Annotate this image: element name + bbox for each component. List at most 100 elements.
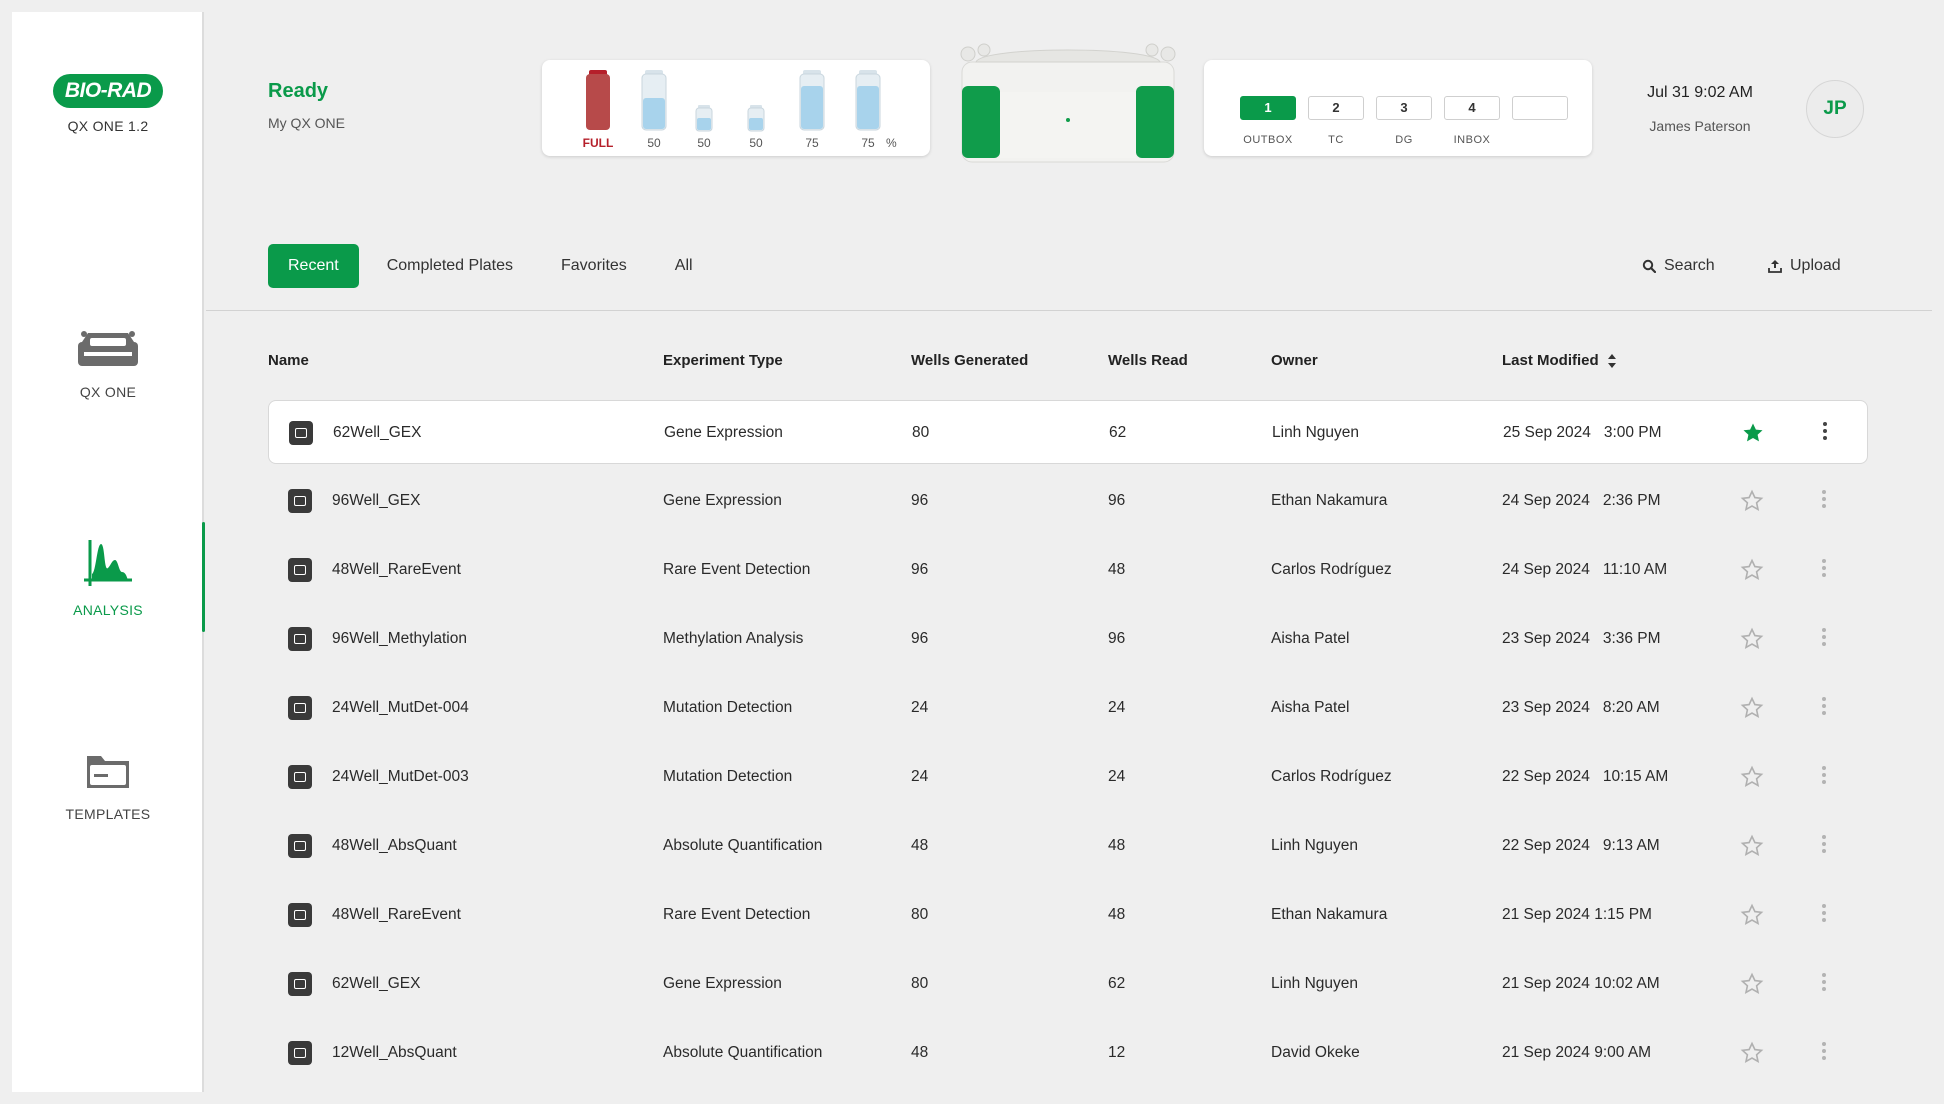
datetime-block: Jul 31 9:02 AM James Paterson <box>1620 84 1780 134</box>
cell-last-modified: 22 Sep 2024 10:15 AM <box>1502 768 1669 785</box>
active-indicator <box>202 522 205 632</box>
slot-inbox[interactable]: 4 <box>1444 96 1500 120</box>
table-row[interactable]: 96Well_GEX Gene Expression 96 96 Ethan Nakam… <box>268 469 1868 533</box>
cell-owner: Linh Nguyen <box>1271 975 1359 992</box>
cell-wells-read: 96 <box>1108 492 1126 509</box>
slot-empty[interactable] <box>1512 96 1568 120</box>
tab-all[interactable]: All <box>674 257 693 274</box>
reagent-levels-panel[interactable]: FULL 50 50 50 75 75 % <box>542 60 930 156</box>
sidebar: BIO-RAD QX ONE 1.2 QX ONE ANALYSIS TEMPL… <box>12 12 205 1092</box>
column-header-label: Last Modified <box>1502 352 1599 369</box>
cell-wells-read: 48 <box>1108 906 1126 923</box>
cell-owner: Carlos Rodríguez <box>1271 561 1392 578</box>
more-options-icon[interactable] <box>1812 694 1836 722</box>
cell-wells-generated: 96 <box>911 561 929 578</box>
plate-file-icon <box>288 558 312 582</box>
cell-name: 62Well_GEX <box>333 424 422 441</box>
cell-wells-read: 96 <box>1108 630 1126 647</box>
plate-file-icon <box>288 489 312 513</box>
divider <box>206 310 1932 311</box>
cell-last-modified: 23 Sep 2024 3:36 PM <box>1502 630 1661 647</box>
more-options-icon[interactable] <box>1812 970 1836 998</box>
column-header-owner[interactable]: Owner <box>1271 352 1318 369</box>
sidebar-item-qx-one[interactable]: QX ONE <box>12 330 204 400</box>
plate-file-icon <box>288 627 312 651</box>
cell-wells-generated: 48 <box>911 1044 929 1061</box>
current-datetime: Jul 31 9:02 AM <box>1647 84 1753 101</box>
sort-icon[interactable] <box>1607 353 1617 369</box>
cell-experiment-type: Methylation Analysis <box>663 630 804 647</box>
brand: BIO-RAD QX ONE 1.2 <box>12 74 204 134</box>
upload-button[interactable]: Upload <box>1768 244 1841 288</box>
star-outline-icon[interactable] <box>1740 972 1764 996</box>
instrument-icon <box>78 331 138 366</box>
more-options-icon[interactable] <box>1812 763 1836 791</box>
cell-wells-generated: 96 <box>911 630 929 647</box>
plate-file-icon <box>288 834 312 858</box>
instrument-name: My QX ONE <box>268 115 346 131</box>
sidebar-item-templates[interactable]: TEMPLATES <box>12 752 204 822</box>
column-header-name[interactable]: Name <box>268 352 309 369</box>
plate-slots-panel[interactable]: 1 2 3 4 OUTBOX TC DG INBOX <box>1204 60 1592 156</box>
table-row[interactable]: 48Well_RareEvent Rare Event Detection 80 48… <box>268 883 1868 947</box>
plate-file-icon <box>288 765 312 789</box>
star-outline-icon[interactable] <box>1740 558 1764 582</box>
sidebar-item-label: QX ONE <box>79 384 137 400</box>
sidebar-item-analysis[interactable]: ANALYSIS <box>12 538 204 618</box>
cell-name: 48Well_RareEvent <box>332 906 461 923</box>
tab-favorites[interactable]: Favorites <box>561 257 627 274</box>
star-outline-icon[interactable] <box>1740 834 1764 858</box>
star-outline-icon[interactable] <box>1740 489 1764 513</box>
cell-owner: David Okeke <box>1271 1044 1360 1061</box>
table-row[interactable]: 12Well_AbsQuant Absolute Quantification 48… <box>268 1021 1868 1085</box>
table-row[interactable]: 48Well_AbsQuant Absolute Quantification 48… <box>268 814 1868 878</box>
table-row[interactable]: 48Well_RareEvent Rare Event Detection 96 48… <box>268 538 1868 602</box>
slot-outbox[interactable]: 1 <box>1240 96 1296 120</box>
plate-file-icon <box>288 972 312 996</box>
cell-experiment-type: Absolute Quantification <box>663 837 823 854</box>
slot-label: OUTBOX <box>1243 134 1293 146</box>
table-row[interactable]: 24Well_MutDet-004 Mutation Detection 24 24 A… <box>268 676 1868 740</box>
cell-name: 48Well_AbsQuant <box>332 837 457 854</box>
more-options-icon[interactable] <box>1812 556 1836 584</box>
star-outline-icon[interactable] <box>1740 1041 1764 1065</box>
cell-last-modified: 21 Sep 2024 1:15 PM <box>1502 906 1652 923</box>
tab-completed-plates[interactable]: Completed Plates <box>386 257 513 274</box>
table-row[interactable]: 96Well_Methylation Methylation Analysis 96… <box>268 607 1868 671</box>
slot-tc[interactable]: 2 <box>1308 96 1364 120</box>
cell-name: 48Well_RareEvent <box>332 561 461 578</box>
column-header-wells-read[interactable]: Wells Read <box>1108 352 1188 369</box>
table-row[interactable]: 62Well_GEX Gene Expression 80 62 Linh Nguyen… <box>268 952 1868 1016</box>
cell-last-modified: 25 Sep 2024 3:00 PM <box>1503 424 1662 441</box>
more-options-icon[interactable] <box>1812 487 1836 515</box>
avatar[interactable]: JP <box>1806 80 1864 138</box>
tab-recent[interactable]: Recent <box>268 244 359 288</box>
more-options-icon[interactable] <box>1812 1039 1836 1067</box>
more-options-icon[interactable] <box>1812 832 1836 860</box>
user-name: James Paterson <box>1649 118 1751 134</box>
more-options-icon[interactable] <box>1812 625 1836 653</box>
reagent-bottle <box>695 105 713 132</box>
search-button[interactable]: Search <box>1642 244 1715 288</box>
star-outline-icon[interactable] <box>1740 627 1764 651</box>
star-outline-icon[interactable] <box>1740 696 1764 720</box>
column-header-last-modified[interactable]: Last Modified <box>1502 352 1617 369</box>
star-outline-icon[interactable] <box>1740 903 1764 927</box>
cell-last-modified: 24 Sep 2024 2:36 PM <box>1502 492 1661 509</box>
star-outline-icon[interactable] <box>1740 765 1764 789</box>
cell-wells-generated: 24 <box>911 768 929 785</box>
cell-name: 24Well_MutDet-004 <box>332 699 469 716</box>
reagent-bottle <box>855 70 881 131</box>
more-options-icon[interactable] <box>1812 901 1836 929</box>
slot-dg[interactable]: 3 <box>1376 96 1432 120</box>
more-options-icon[interactable] <box>1813 419 1837 447</box>
table-row[interactable]: 24Well_MutDet-003 Mutation Detection 24 24 C… <box>268 745 1868 809</box>
cell-last-modified: 21 Sep 2024 9:00 AM <box>1502 1044 1652 1061</box>
reagent-bottle <box>641 70 667 131</box>
cell-last-modified: 22 Sep 2024 9:13 AM <box>1502 837 1660 854</box>
column-header-experiment-type[interactable]: Experiment Type <box>663 352 783 369</box>
column-header-wells-generated[interactable]: Wells Generated <box>911 352 1029 369</box>
table-row[interactable]: 62Well_GEX Gene Expression 80 62 Linh Nguyen… <box>268 400 1868 464</box>
star-filled-icon[interactable] <box>1741 421 1765 445</box>
search-label: Search <box>1664 257 1715 274</box>
